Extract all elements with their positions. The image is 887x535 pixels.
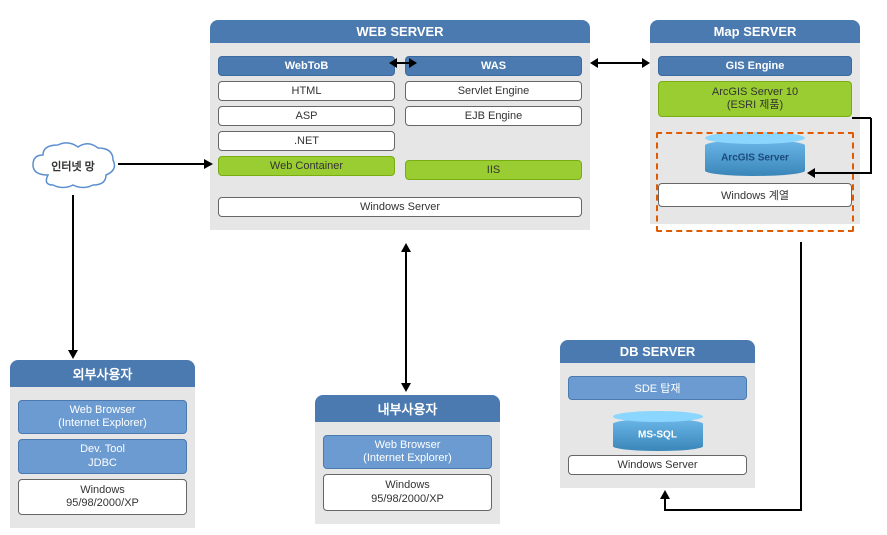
db-server-footer: Windows Server — [568, 455, 747, 475]
internal-user-panel: 내부사용자 Web Browser (Internet Explorer) Wi… — [315, 395, 500, 524]
web-container-pill: Web Container — [218, 156, 395, 176]
ext-devtool-pill: Dev. Tool JDBC — [18, 439, 187, 473]
db-server-title: DB SERVER — [560, 340, 755, 363]
arrow-arcgis-conn-h1 — [852, 117, 871, 119]
ext-browser-pill: Web Browser (Internet Explorer) — [18, 400, 187, 434]
servlet-pill: Servlet Engine — [405, 81, 582, 101]
was-pill: WAS — [405, 56, 582, 76]
ext-footer-pill: Windows 95/98/2000/XP — [18, 479, 187, 515]
int-footer-pill: Windows 95/98/2000/XP — [323, 474, 492, 510]
ejb-pill: EJB Engine — [405, 106, 582, 126]
arrow-was-map-left — [590, 58, 598, 68]
arrow-map-db-v — [800, 242, 802, 510]
web-server-title: WEB SERVER — [210, 20, 590, 43]
html-pill: HTML — [218, 81, 395, 101]
arrow-was-map — [596, 62, 644, 64]
arrow-cloud-web — [118, 163, 206, 165]
arcgis-server10-pill: ArcGIS Server 10 (ESRI 제품) — [658, 81, 852, 117]
db-server-panel: DB SERVER SDE 탑재 MS-SQL Windows Server — [560, 340, 755, 488]
arrow-map-db-head — [660, 490, 670, 499]
web-server-footer: Windows Server — [218, 197, 582, 217]
arrow-web-internal — [405, 250, 407, 385]
web-server-panel: WEB SERVER WebToB HTML ASP .NET Web Cont… — [210, 20, 590, 230]
net-pill: .NET — [218, 131, 395, 151]
arrow-webtob-was-right — [409, 58, 417, 68]
arrow-arcgis-conn-v — [870, 118, 872, 172]
arrow-webtob-was-left — [389, 58, 397, 68]
arrow-cloud-web-head — [204, 159, 213, 169]
external-user-title: 외부사용자 — [10, 360, 195, 387]
internet-cloud: 인터넷 망 — [28, 140, 118, 200]
external-user-panel: 외부사용자 Web Browser (Internet Explorer) De… — [10, 360, 195, 528]
internal-user-title: 내부사용자 — [315, 395, 500, 422]
arrow-arcgis-conn-h2 — [815, 172, 872, 174]
arrow-web-internal-down — [401, 383, 411, 392]
arrow-map-db-v2 — [664, 498, 666, 511]
arrow-was-map-right — [642, 58, 650, 68]
arrow-map-db-h — [665, 509, 802, 511]
mssql-cylinder: MS-SQL — [613, 415, 703, 451]
arrow-cloud-ext — [72, 195, 74, 353]
map-server-title: Map SERVER — [650, 20, 860, 43]
arrow-cloud-ext-head — [68, 350, 78, 359]
sde-pill: SDE 탑재 — [568, 376, 747, 400]
gis-engine-pill: GIS Engine — [658, 56, 852, 76]
asp-pill: ASP — [218, 106, 395, 126]
int-browser-pill: Web Browser (Internet Explorer) — [323, 435, 492, 469]
iis-pill: IIS — [405, 160, 582, 180]
arrow-arcgis-conn-head — [807, 168, 815, 178]
arcgis-highlight-box — [656, 132, 854, 232]
arrow-web-internal-up — [401, 243, 411, 252]
mssql-cylinder-label: MS-SQL — [613, 430, 703, 441]
webtob-pill: WebToB — [218, 56, 395, 76]
cloud-label: 인터넷 망 — [28, 158, 118, 174]
